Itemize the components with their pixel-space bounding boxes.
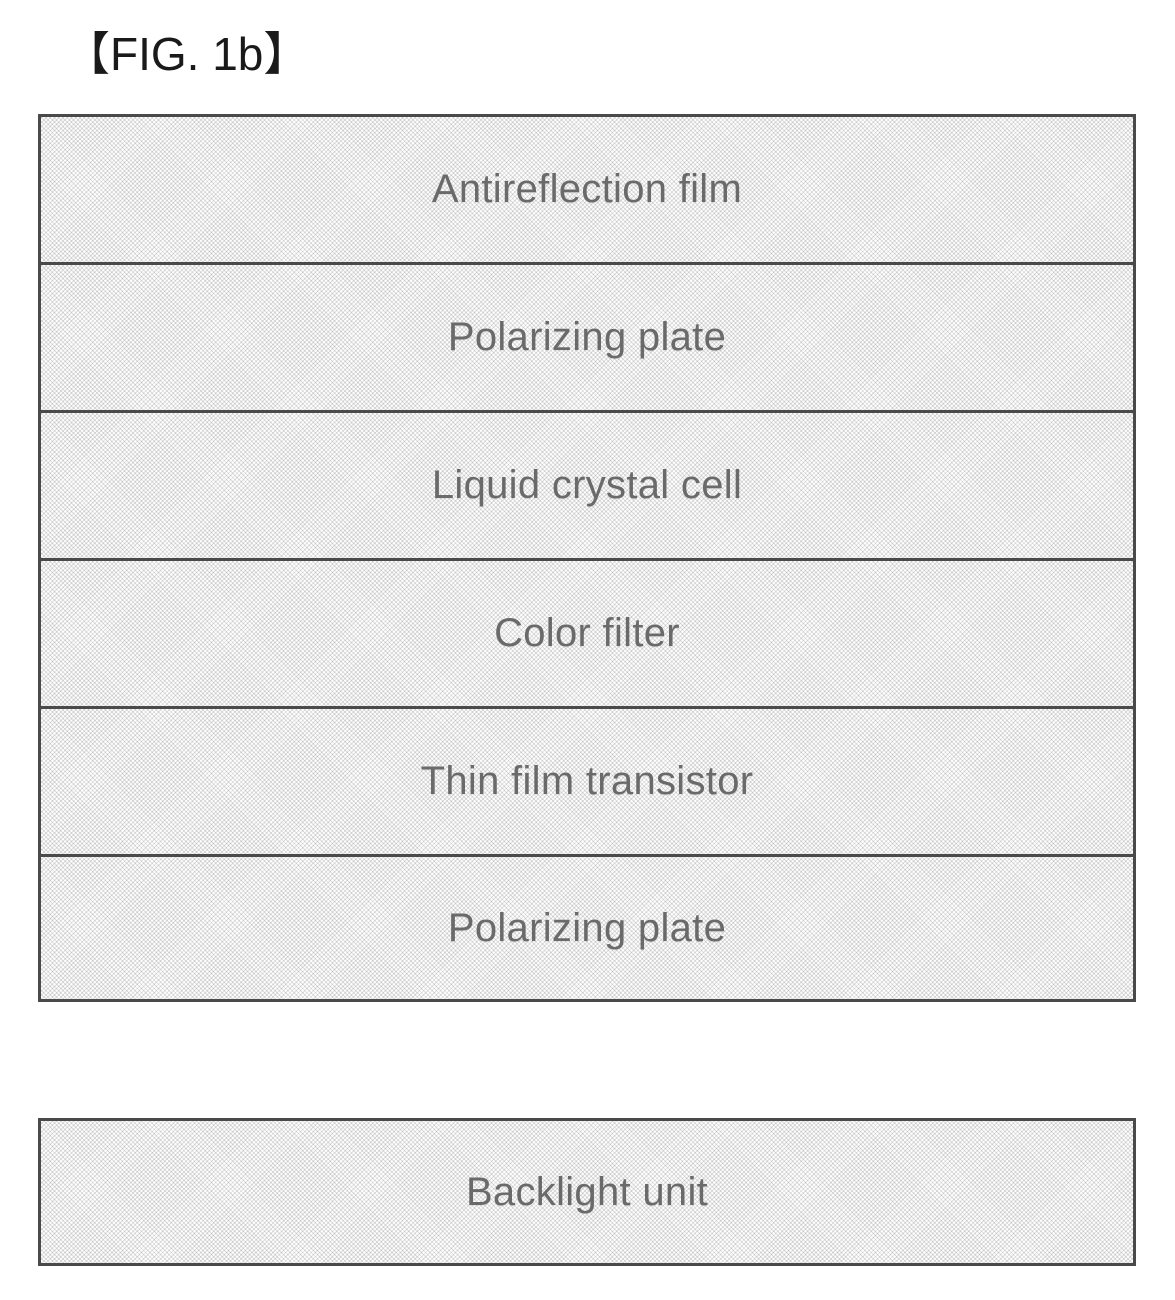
layer-stack: Antireflection film Polarizing plate Liq… [38,114,1136,1002]
layer-thin-film-transistor: Thin film transistor [38,706,1136,854]
layer-label: Color filter [494,611,680,656]
layer-liquid-crystal-cell: Liquid crystal cell [38,410,1136,558]
layer-backlight-unit: Backlight unit [38,1118,1136,1266]
layer-label: Backlight unit [466,1170,708,1215]
layer-label: Thin film transistor [421,759,754,804]
layer-label: Antireflection film [432,167,742,212]
layer-polarizing-plate-bottom: Polarizing plate [38,854,1136,1002]
layer-color-filter: Color filter [38,558,1136,706]
layer-polarizing-plate-top: Polarizing plate [38,262,1136,410]
layer-label: Liquid crystal cell [432,463,742,508]
layer-label: Polarizing plate [448,906,726,951]
layer-antireflection-film: Antireflection film [38,114,1136,262]
page: 【FIG. 1b】 Antireflection film Polarizing… [0,0,1175,1300]
layer-label: Polarizing plate [448,315,726,360]
figure-label: 【FIG. 1b】 [64,18,309,84]
